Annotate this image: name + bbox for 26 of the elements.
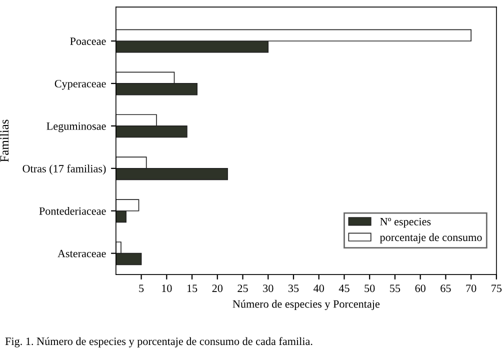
x-tick-label: 70 [466,284,476,292]
caption: Fig. 1. Número de especies y porcentaje de consumo de cada familia. [5,337,312,348]
y-tick-label: Leguminosae [46,122,106,132]
y-tick-label: Asteraceae [58,250,106,258]
x-tick-label: 65 [440,284,451,292]
x-axis-title: Número de especies y Porcentaje [232,300,380,310]
x-tick-label: 10 [162,284,172,292]
x-tick-label: 55 [390,284,400,292]
x-tick-label: 45 [338,284,350,292]
x-tick-label: 20 [212,284,223,292]
x-tick-label: 5 [139,284,144,292]
legend-label: Nº especies [380,218,431,228]
y-tick-label: Pontederiaceae [39,207,106,215]
x-tick-label: 15 [187,284,198,292]
x-tick-label: 30 [263,284,274,292]
x-tick-label: 40 [314,284,324,292]
y-tick-label: Cyperaceae [54,80,106,90]
x-tick-label: 60 [415,284,426,292]
y-tick-label: Otras (17 familias) [22,164,106,175]
y-axis-title: Familias [0,120,9,162]
legend-label: porcentaje de consumo [380,233,482,244]
y-tick-label: Poaceae [70,38,106,45]
x-tick-label: 75 [492,284,502,292]
x-tick-label: 50 [364,284,375,292]
x-tick-label: 35 [288,284,299,292]
x-tick-label: 25 [238,284,248,292]
